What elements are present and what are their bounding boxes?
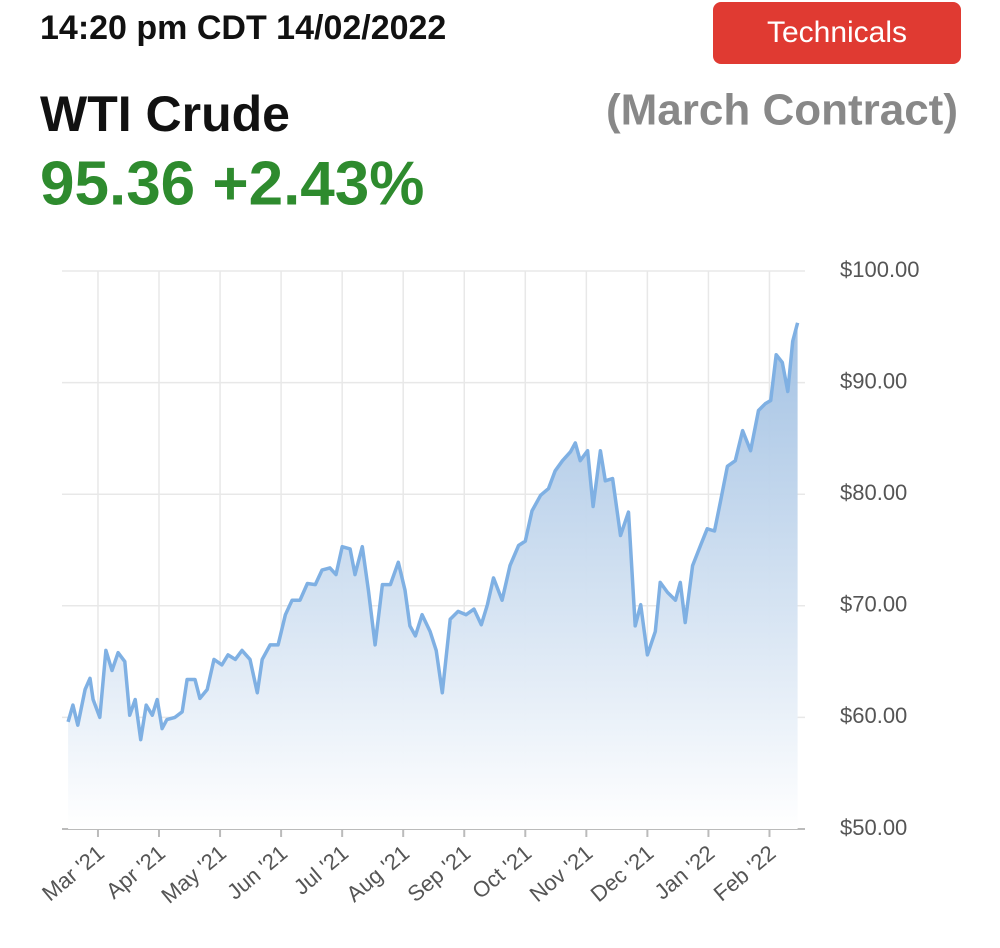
area <box>68 322 798 829</box>
y-tick-label: $90.00 <box>840 368 907 393</box>
button-label[interactable]: Technicals <box>767 16 907 49</box>
x-tick-label: Nov '21 <box>525 840 598 907</box>
y-tick-label: $100.00 <box>840 257 920 282</box>
x-tick-label: Jun '21 <box>222 840 292 904</box>
title: WTI Crude <box>40 86 290 142</box>
x-tick-label: May '21 <box>156 840 231 908</box>
y-tick-label: $50.00 <box>840 815 907 840</box>
x-tick-label: Feb '22 <box>709 840 781 906</box>
x-tick-label: Aug '21 <box>341 840 414 907</box>
x-tick-label: Oct '21 <box>467 840 536 904</box>
y-tick-label: $60.00 <box>840 703 907 728</box>
x-tick-label: Jan '22 <box>649 840 719 904</box>
technicals-button[interactable] <box>713 2 961 64</box>
subtitle: (March Contract) <box>606 86 958 135</box>
y-tick-label: $70.00 <box>840 592 907 617</box>
x-tick-label: Sep '21 <box>402 840 475 907</box>
x-tick-label: Mar '21 <box>37 840 109 906</box>
timestamp: 14:20 pm CDT 14/02/2022 <box>40 9 446 47</box>
price: 95.36 +2.43% <box>40 149 424 218</box>
y-tick-label: $80.00 <box>840 480 907 505</box>
price-line <box>66 322 800 742</box>
x-tick-label: Dec '21 <box>586 840 659 907</box>
